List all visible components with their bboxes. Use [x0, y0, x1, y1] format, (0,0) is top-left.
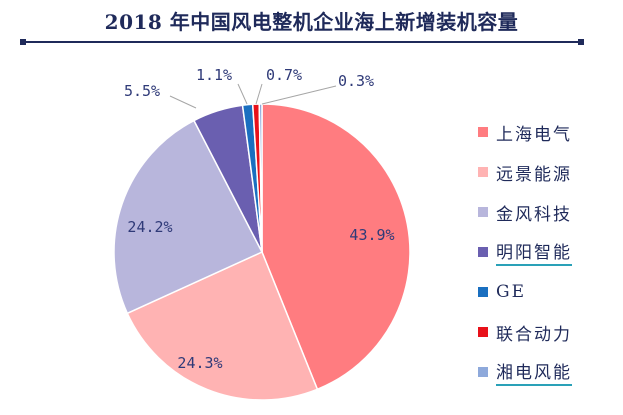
legend-item-7: 湘电风能: [478, 358, 572, 386]
legend-item-2: 远景能源: [478, 158, 572, 186]
legend-swatch-6: [478, 327, 488, 337]
legend-label-3: 金风科技: [496, 204, 572, 225]
legend-swatch-5: [478, 287, 488, 297]
legend-label-6: 联合动力: [496, 324, 572, 345]
chart-legend: 上海电气远景能源金风科技明阳智能 GE 联合动力湘电风能: [478, 118, 572, 398]
pie-slice-7: [258, 103, 263, 253]
data-label-5: 1.1%: [196, 66, 232, 84]
legend-swatch-4: [478, 247, 488, 257]
data-label-2: 24.3%: [177, 354, 222, 372]
title-rule-left-cap: [20, 39, 26, 45]
legend-item-3: 金风科技: [478, 198, 572, 226]
legend-label-5: GE: [496, 282, 526, 302]
data-label-7: 0.3%: [338, 72, 374, 90]
legend-swatch-7: [478, 367, 488, 377]
legend-label-2: 远景能源: [496, 164, 572, 185]
legend-label-1: 上海电气: [496, 124, 572, 145]
data-label-1: 43.9%: [349, 226, 394, 244]
legend-label-4: 明阳智能: [496, 238, 572, 266]
data-label-4: 5.5%: [124, 82, 160, 100]
leader-line-6: [255, 83, 263, 105]
pie-slice-2: [126, 250, 319, 401]
data-label-6: 0.7%: [266, 66, 302, 84]
legend-item-4: 明阳智能: [478, 238, 572, 266]
legend-item-6: 联合动力: [478, 318, 572, 346]
title-rule-right-cap: [578, 39, 584, 45]
legend-item-1: 上海电气: [478, 118, 572, 146]
legend-item-5: GE: [478, 278, 572, 306]
chart-title: 2018 年中国风电整机企业海上新增装机容量: [104, 10, 519, 34]
legend-swatch-1: [478, 127, 488, 137]
legend-swatch-2: [478, 167, 488, 177]
leader-line-7: [261, 85, 337, 105]
leader-line-4: [169, 95, 197, 109]
pie-slice-3: [113, 119, 264, 315]
leader-line-5: [237, 83, 248, 105]
legend-label-7: 湘电风能: [496, 358, 572, 386]
data-label-3: 24.2%: [127, 218, 172, 236]
pie-slice-1: [261, 103, 411, 391]
title-underline: [20, 39, 584, 45]
legend-swatch-3: [478, 207, 488, 217]
